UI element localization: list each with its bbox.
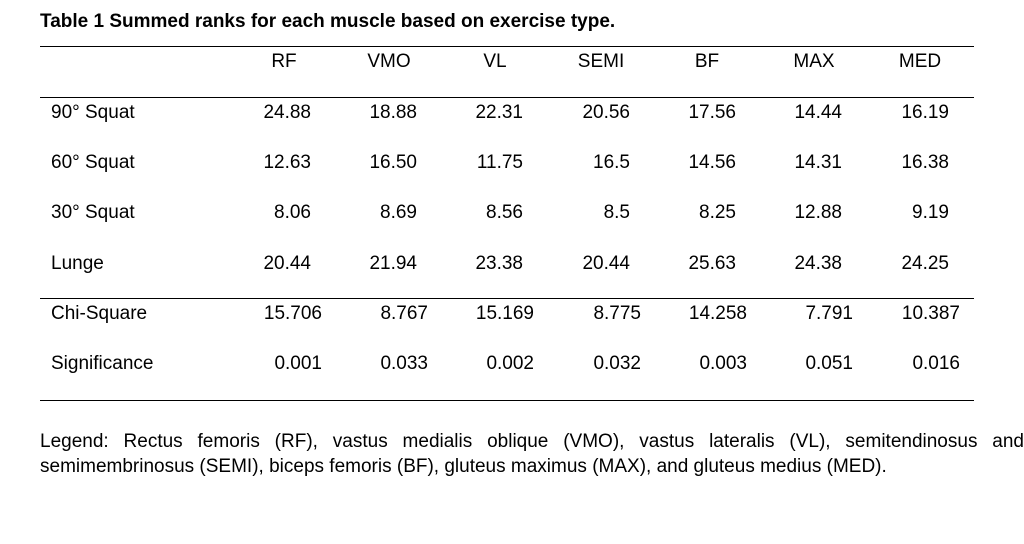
table-cell: 22.31 xyxy=(475,102,523,123)
row-label-60-squat: 60° Squat xyxy=(51,152,135,173)
table-cell: 8.56 xyxy=(486,202,523,223)
table-cell: 10.387 xyxy=(901,303,960,324)
table-cell: 0.016 xyxy=(912,353,960,374)
table-cell: 16.38 xyxy=(901,152,949,173)
table-cell: 12.63 xyxy=(263,152,311,173)
table-cell: 14.56 xyxy=(688,152,736,173)
row-label-chi-square: Chi-Square xyxy=(51,303,148,324)
table-cell: 14.31 xyxy=(794,152,842,173)
table-cell: 17.56 xyxy=(688,102,736,123)
header-rule xyxy=(40,97,974,98)
table-cell: 24.38 xyxy=(794,253,842,274)
table-cell: 24.88 xyxy=(263,102,311,123)
table-cell: 15.706 xyxy=(263,303,322,324)
table-cell: 25.63 xyxy=(688,253,736,274)
row-label-lunge: Lunge xyxy=(51,253,104,274)
table-cell: 20.44 xyxy=(263,253,311,274)
table-cell: 18.88 xyxy=(369,102,417,123)
column-header-rf: RF xyxy=(271,51,297,72)
column-header-vl: VL xyxy=(483,51,507,72)
stats-rule xyxy=(40,298,974,299)
column-header-vmo: VMO xyxy=(367,51,411,72)
table-cell: 8.06 xyxy=(274,202,311,223)
table-cell: 16.19 xyxy=(901,102,949,123)
table-cell: 23.38 xyxy=(475,253,523,274)
table-cell: 15.169 xyxy=(475,303,534,324)
table-cell: 20.44 xyxy=(582,253,630,274)
table-cell: 0.001 xyxy=(274,353,322,374)
table-cell: 8.25 xyxy=(699,202,736,223)
row-label-30-squat: 30° Squat xyxy=(51,202,135,223)
table-cell: 14.44 xyxy=(794,102,842,123)
table-cell: 0.002 xyxy=(486,353,534,374)
table-cell: 0.032 xyxy=(593,353,641,374)
table-cell: 0.033 xyxy=(380,353,428,374)
column-header-med: MED xyxy=(898,51,942,72)
column-header-max: MAX xyxy=(793,51,835,72)
table-cell: 8.775 xyxy=(593,303,641,324)
table-cell: 8.69 xyxy=(380,202,417,223)
table-cell: 16.5 xyxy=(593,152,630,173)
table-cell: 14.258 xyxy=(688,303,747,324)
table-cell: 12.88 xyxy=(794,202,842,223)
table-cell: 16.50 xyxy=(369,152,417,173)
table-legend: Legend: Rectus femoris (RF), vastus medi… xyxy=(40,431,1024,477)
top-rule xyxy=(40,46,974,47)
table-cell: 8.767 xyxy=(380,303,428,324)
table-cell: 8.5 xyxy=(603,202,630,223)
table-cell: 0.003 xyxy=(699,353,747,374)
table-cell: 11.75 xyxy=(476,152,523,173)
row-label-90-squat: 90° Squat xyxy=(51,102,135,123)
table-cell: 20.56 xyxy=(582,102,630,123)
column-header-bf: BF xyxy=(694,51,720,72)
table-cell: 7.791 xyxy=(805,303,853,324)
bottom-rule xyxy=(40,400,974,401)
table-cell: 9.19 xyxy=(912,202,949,223)
table-cell: 21.94 xyxy=(369,253,417,274)
table-title: Table 1 Summed ranks for each muscle bas… xyxy=(40,11,616,32)
column-header-semi: SEMI xyxy=(577,51,625,72)
table-cell: 24.25 xyxy=(901,253,949,274)
table-cell: 0.051 xyxy=(805,353,853,374)
row-label-significance: Significance xyxy=(51,353,154,374)
